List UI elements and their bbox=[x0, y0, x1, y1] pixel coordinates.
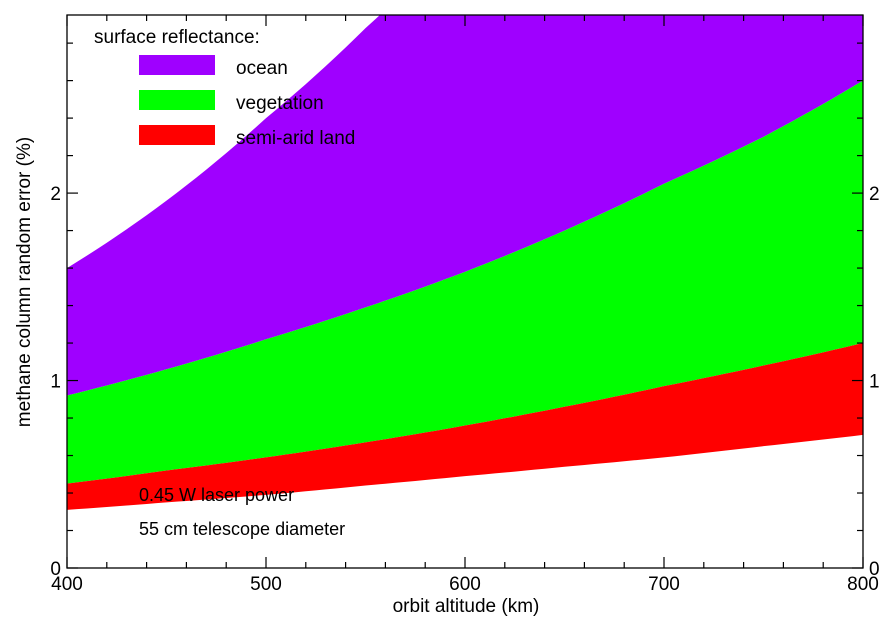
x-axis-label: orbit altitude (km) bbox=[393, 596, 540, 617]
legend-swatch-ocean bbox=[139, 55, 215, 75]
annotation-telescope-diameter: 55 cm telescope diameter bbox=[139, 519, 345, 539]
y-tick-label-right: 1 bbox=[869, 372, 880, 393]
band-layer bbox=[67, 15, 863, 510]
legend-label-ocean: ocean bbox=[236, 58, 288, 79]
legend-title: surface reflectance: bbox=[94, 27, 260, 48]
legend-swatch-semi-arid-land bbox=[139, 125, 215, 145]
x-tick-label: 600 bbox=[449, 574, 481, 595]
band-ocean bbox=[67, 15, 863, 396]
legend: surface reflectance: ocean vegetation se… bbox=[94, 27, 355, 149]
x-tick-label: 500 bbox=[250, 574, 282, 595]
legend-swatch-vegetation bbox=[139, 90, 215, 110]
y-tick-label-right: 0 bbox=[869, 559, 880, 580]
y-tick-label-left: 2 bbox=[50, 184, 61, 205]
tick-layer bbox=[66, 15, 864, 569]
plot-frame bbox=[66, 14, 864, 569]
legend-label-semi-arid-land: semi-arid land bbox=[236, 128, 355, 149]
y-tick-label-left: 0 bbox=[50, 559, 61, 580]
y-tick-label-right: 2 bbox=[869, 184, 880, 205]
legend-label-vegetation: vegetation bbox=[236, 93, 324, 114]
x-tick-label: 400 bbox=[51, 574, 83, 595]
band-semi-arid-land bbox=[67, 343, 863, 510]
y-tick-label-left: 1 bbox=[50, 372, 61, 393]
band-vegetation bbox=[67, 80, 863, 484]
x-tick-label: 800 bbox=[847, 574, 879, 595]
annotation-laser-power: 0.45 W laser power bbox=[139, 485, 294, 505]
x-tick-label: 700 bbox=[648, 574, 680, 595]
y-axis-label: methane column random error (%) bbox=[14, 137, 35, 427]
